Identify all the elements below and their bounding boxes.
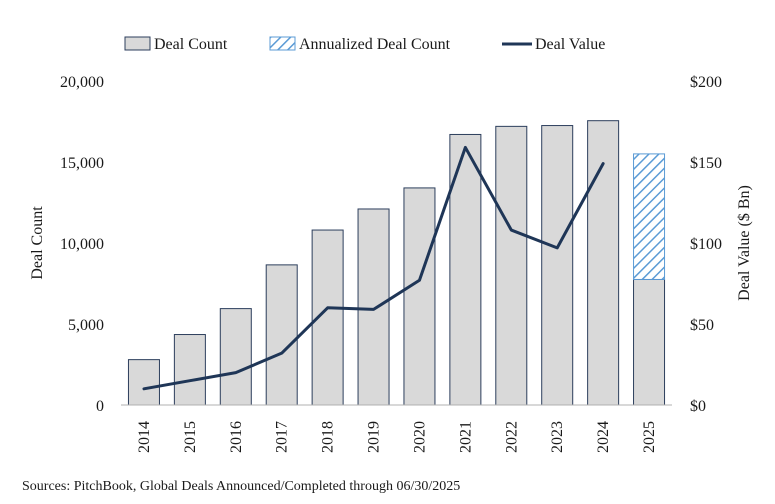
x-tick-label-2025: 2025 [641,421,658,453]
y-tick-label: 5,000 [68,317,104,334]
line-deal-value [142,145,605,391]
chart-canvas: Deal Count Annualized Deal Count Deal Va… [29,36,753,453]
bar-annualized-2025 [633,153,666,280]
bar-deal-count-2022 [495,125,528,406]
y2-tick-label: $100 [690,236,722,253]
legend-label-deal-count: Deal Count [154,36,228,53]
y2-tick-label: $200 [690,74,722,91]
bar-deal-count-2020 [403,187,436,406]
legend-label-deal-value: Deal Value [535,36,605,53]
x-tick-label-2019: 2019 [366,421,383,453]
y-tick-label: 20,000 [60,74,104,91]
y-axis-title: Deal Count [29,206,46,280]
bar-deal-count-2025 [633,278,666,406]
x-tick-label-2018: 2018 [320,421,337,453]
x-tick-label-2016: 2016 [228,421,245,453]
y2-axis-title: Deal Value ($ Bn) [736,185,753,301]
source-note: Sources: PitchBook, Global Deals Announc… [22,479,461,494]
bar-deal-count-2014 [127,359,160,406]
y-tick-label: 0 [96,398,104,415]
y-tick-label: 15,000 [60,155,104,172]
legend-swatch-deal-count [124,36,151,51]
y2-tick-label: $150 [690,155,722,172]
bar-deal-count-2023 [541,125,574,406]
x-tick-label-2020: 2020 [411,421,428,453]
x-tick-label-2021: 2021 [457,421,474,453]
bar-series [127,120,666,406]
x-tick-label-2017: 2017 [274,421,291,453]
x-tick-label-2022: 2022 [503,421,520,453]
x-tick-label-2024: 2024 [595,421,612,453]
line-series [142,145,605,391]
bar-deal-count-2019 [357,208,390,406]
bar-deal-count-2015 [173,334,206,406]
bar-deal-count-2016 [219,308,252,406]
legend-label-annualized: Annualized Deal Count [299,36,451,53]
legend-swatch-annualized [269,36,296,51]
x-tick-labels: 2014 2015 2016 2017 2018 2019 2020 2021 2022 2023… [136,421,658,453]
x-tick-label-2023: 2023 [549,421,566,453]
x-tick-label-2015: 2015 [182,421,199,453]
legend: Deal Count Annualized Deal Count Deal Va… [124,36,605,53]
bar-deal-count-2017 [265,264,298,406]
x-tick-label-2014: 2014 [136,421,153,453]
y-tick-label: 10,000 [60,236,104,253]
y2-tick-label: $50 [690,317,714,334]
y2-tick-label: $0 [690,398,706,415]
